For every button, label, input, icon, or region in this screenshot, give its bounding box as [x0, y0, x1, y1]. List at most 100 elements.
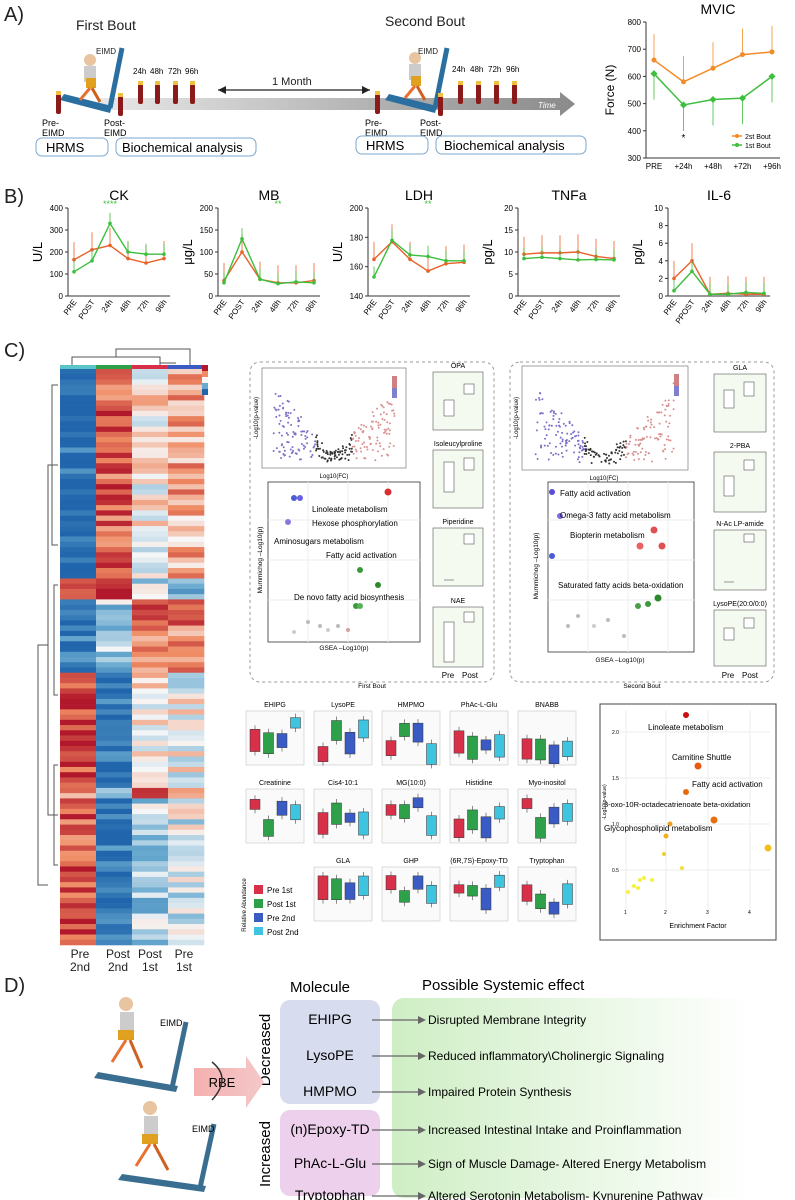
volcano-point — [354, 448, 357, 451]
heatmap-cell — [60, 395, 97, 401]
boxplot-title: Tryptophan — [529, 858, 564, 865]
heatmap-cell — [132, 871, 169, 878]
heatmap-cell — [168, 667, 205, 674]
volcano-point — [586, 441, 589, 444]
sb-box-x-pre: Pre — [722, 671, 735, 680]
volcano-point — [547, 428, 550, 431]
tp-1-96h: 96h — [185, 67, 198, 76]
volcano-point — [333, 457, 336, 460]
heatmap-cell — [132, 625, 169, 632]
volcano-point — [363, 457, 366, 460]
volcano-point — [285, 411, 288, 414]
fb-pathway-4: Fatty acid activation — [326, 551, 397, 560]
heatmap-cell — [96, 913, 133, 920]
heatmap-cell — [96, 824, 133, 831]
heatmap-cell — [132, 384, 169, 391]
heatmap-cell — [132, 787, 169, 794]
volcano-point — [278, 431, 281, 434]
boxplot-box — [399, 723, 410, 737]
volcano-point — [322, 450, 325, 453]
volcano-point — [290, 423, 293, 426]
heatmap-cell — [96, 374, 133, 380]
volcano-point — [568, 422, 571, 425]
heatmap-cell — [132, 541, 169, 548]
heatmap-cell — [60, 437, 97, 443]
heatmap-cell — [132, 567, 169, 574]
heatmap-cell — [60, 871, 97, 878]
volcano-point — [290, 451, 293, 454]
heatmap-cell — [168, 583, 205, 590]
heatmap-cell — [96, 604, 133, 611]
heatmap-cell — [132, 636, 169, 642]
heatmap-cell — [60, 426, 97, 433]
xtick-label: PRE — [362, 298, 379, 317]
heatmap-cell — [60, 866, 97, 872]
volcano-point — [334, 449, 337, 452]
effect-3: Impaired Protein Synthesis — [428, 1085, 571, 1099]
molecule-header: Molecule — [290, 979, 350, 996]
xtick-label: 48h — [268, 298, 283, 314]
xtick-label: POST — [527, 298, 547, 321]
ytick-label: 140 — [350, 292, 364, 301]
xtick-label: POST — [227, 298, 247, 321]
volcano-point — [318, 447, 321, 450]
heatmap-cell — [132, 903, 169, 909]
heatmap-cell — [96, 866, 133, 872]
heatmap-cell — [96, 594, 133, 600]
xtick-label: 48h — [718, 298, 733, 314]
heatmap-cell — [168, 730, 205, 736]
mvic-xtick-label: +24h — [674, 162, 692, 171]
mvic-point — [768, 72, 776, 80]
volcano-point — [391, 409, 394, 412]
boxplot-box — [535, 738, 546, 761]
volcano-point — [287, 400, 290, 403]
volcano-point — [641, 447, 644, 450]
heatmap-col-label-1: Pre 2nd — [69, 947, 91, 974]
volcano-point — [341, 445, 344, 448]
volcano-point — [280, 444, 283, 447]
heatmap-cell — [96, 939, 133, 946]
heatmap-cell — [132, 410, 169, 417]
series-point — [222, 281, 226, 285]
volcano-point — [372, 415, 375, 418]
fb-mummichog-grid — [268, 482, 420, 642]
volcano-point — [354, 440, 357, 443]
series-line — [373, 240, 465, 272]
enrich-xtick-4: 4 — [748, 910, 751, 916]
volcano-point — [615, 443, 618, 446]
series-point — [108, 243, 112, 248]
volcano-point — [333, 451, 336, 454]
sb-box-title-2: 2-PBA — [730, 443, 751, 450]
boxplot-box — [426, 815, 437, 836]
heatmap-cell — [132, 934, 169, 941]
volcano-point — [571, 424, 574, 427]
mvic-ytick-label: 700 — [628, 45, 642, 54]
series-point — [762, 291, 766, 296]
effect-arrow-head — [418, 1088, 426, 1096]
volcano-point — [345, 446, 348, 449]
xtick-label: PRE — [662, 298, 679, 317]
post-eimd-2a: Post- — [420, 118, 441, 128]
heatmap-cell — [60, 494, 97, 501]
heatmap-cell — [168, 740, 205, 747]
volcano-point — [316, 440, 319, 443]
volcano-point — [292, 430, 295, 433]
ytick-label: 15 — [504, 226, 513, 235]
heatmap-cell — [132, 615, 169, 621]
heatmap-cell — [96, 552, 133, 558]
boxplot-title: EHIPG — [264, 702, 286, 709]
heatmap-cell — [60, 410, 97, 417]
time-arrow — [100, 92, 575, 116]
heatmap-cell — [60, 379, 97, 386]
series-point — [672, 288, 676, 293]
enrich-ytick-05: 0.5 — [612, 868, 619, 874]
series-point — [594, 257, 598, 262]
heatmap-cell — [60, 829, 97, 836]
boxplot-gla: GLA — [313, 858, 373, 922]
heatmap-cell — [60, 934, 97, 941]
heatmap-cell — [168, 557, 205, 564]
rel-abundance-label: Relative Abundance — [242, 878, 248, 932]
heatmap-cell — [132, 908, 169, 914]
volcano-point — [604, 459, 607, 462]
volcano-point — [654, 437, 657, 440]
